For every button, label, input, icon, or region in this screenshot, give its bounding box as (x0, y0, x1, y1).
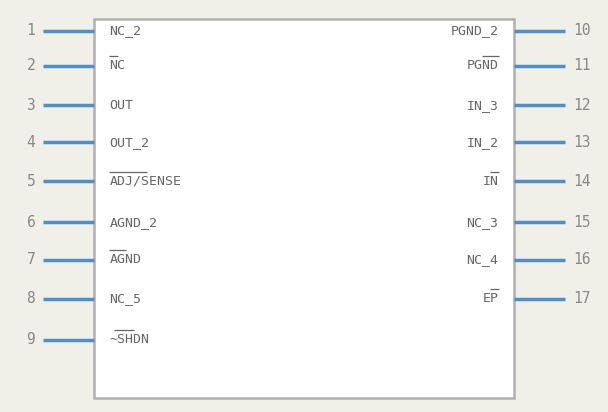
Text: 12: 12 (573, 98, 590, 112)
Text: ~SHDN: ~SHDN (109, 333, 150, 346)
Text: EP: EP (483, 292, 499, 305)
Text: 7: 7 (27, 252, 35, 267)
Text: OUT: OUT (109, 98, 133, 112)
Text: ADJ/SENSE: ADJ/SENSE (109, 175, 181, 188)
Text: 5: 5 (27, 174, 35, 189)
Text: IN_2: IN_2 (466, 136, 499, 149)
Text: 9: 9 (27, 332, 35, 347)
Text: IN: IN (483, 175, 499, 188)
Text: 16: 16 (573, 252, 590, 267)
Text: 8: 8 (27, 291, 35, 306)
Text: NC_3: NC_3 (466, 216, 499, 229)
Bar (94, 19, 514, 398)
Text: AGND_2: AGND_2 (109, 216, 157, 229)
Text: 14: 14 (573, 174, 590, 189)
Text: AGND: AGND (109, 253, 142, 266)
Text: 11: 11 (573, 59, 590, 73)
Text: OUT_2: OUT_2 (109, 136, 150, 149)
Text: PGND_2: PGND_2 (451, 24, 499, 37)
Text: NC_4: NC_4 (466, 253, 499, 266)
Text: NC_2: NC_2 (109, 24, 142, 37)
Text: 10: 10 (573, 23, 590, 38)
Text: 6: 6 (27, 215, 35, 230)
Text: NC_5: NC_5 (109, 292, 142, 305)
Text: 17: 17 (573, 291, 590, 306)
Text: 2: 2 (27, 59, 35, 73)
Text: 15: 15 (573, 215, 590, 230)
Text: 1: 1 (27, 23, 35, 38)
Text: PGND: PGND (466, 59, 499, 73)
Text: 3: 3 (27, 98, 35, 112)
Text: IN_3: IN_3 (466, 98, 499, 112)
Text: 4: 4 (27, 135, 35, 150)
Text: NC: NC (109, 59, 125, 73)
Text: 13: 13 (573, 135, 590, 150)
